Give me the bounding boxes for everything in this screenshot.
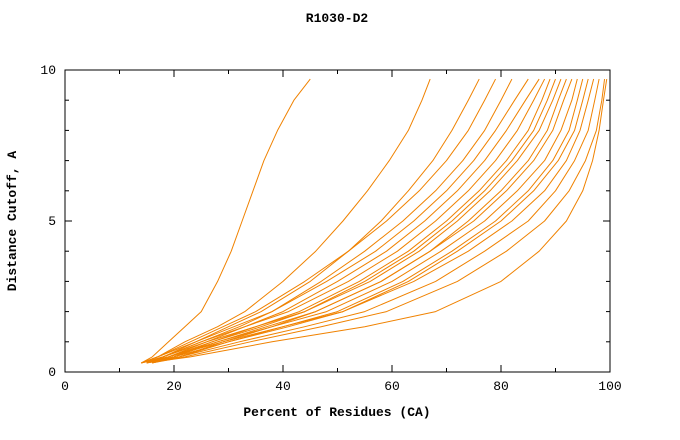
- model-curve: [146, 78, 608, 364]
- model-curve: [141, 78, 546, 364]
- x-tick-label: 20: [166, 379, 182, 394]
- y-tick-label: 10: [40, 63, 56, 78]
- model-curve: [146, 78, 600, 364]
- model-curve: [141, 78, 529, 364]
- model-curve: [152, 78, 606, 364]
- model-curve: [141, 78, 311, 364]
- y-tick-label: 5: [48, 214, 56, 229]
- model-curve: [141, 78, 431, 364]
- model-curve: [141, 78, 595, 364]
- model-curve: [152, 78, 584, 364]
- x-axis-label: Percent of Residues (CA): [243, 405, 430, 420]
- x-tick-label: 0: [61, 379, 69, 394]
- x-tick-label: 40: [275, 379, 291, 394]
- model-curve: [152, 78, 567, 364]
- y-tick-label: 0: [48, 365, 56, 380]
- x-tick-label: 100: [598, 379, 621, 394]
- x-tick-label: 80: [493, 379, 509, 394]
- x-tick-label: 60: [384, 379, 400, 394]
- y-axis-label: Distance Cutoff, A: [5, 151, 20, 292]
- model-curve: [141, 78, 578, 364]
- model-curve: [141, 78, 562, 364]
- model-curve: [141, 78, 496, 364]
- model-curve: [146, 78, 573, 364]
- model-curve: [152, 78, 551, 364]
- chart-title: R1030-D2: [306, 11, 369, 26]
- plot-area: 0 20 40 60 80 100 0 5 10: [40, 63, 621, 394]
- model-curve: [146, 78, 556, 364]
- model-curve: [146, 78, 589, 364]
